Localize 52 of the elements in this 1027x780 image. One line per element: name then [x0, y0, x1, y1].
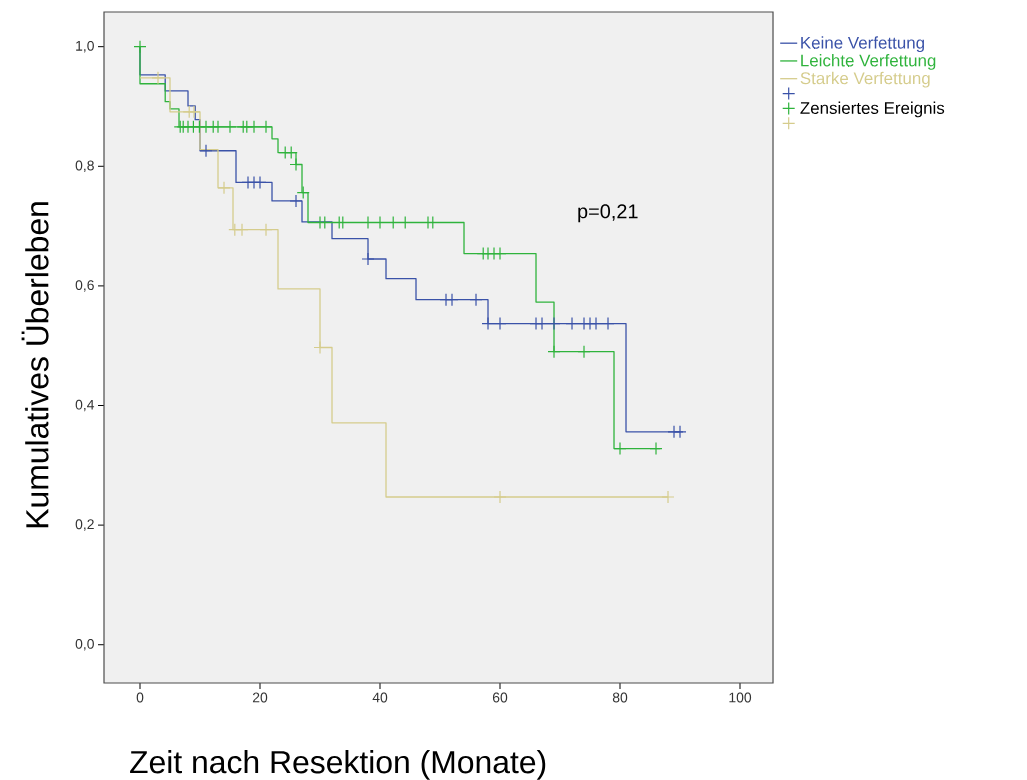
point: [649, 441, 663, 456]
y-tick-label: 0,6: [75, 280, 94, 292]
point: [211, 120, 225, 134]
point: [199, 144, 213, 158]
x-axis-title: Zeit nach Resektion (Monate): [130, 750, 546, 780]
point: [259, 223, 273, 237]
point: [259, 120, 273, 134]
y-axis-title: Kumulatives Überleben: [21, 202, 49, 528]
x-tick-label: 100: [729, 692, 752, 703]
y-tick-label: 0,2: [75, 519, 94, 531]
point: [445, 293, 459, 307]
point: [565, 316, 579, 331]
point: [235, 223, 249, 237]
point: [481, 316, 495, 331]
y-tick-label: 0,8: [75, 160, 94, 173]
point: [284, 145, 298, 160]
y-tick-label: 1,0: [76, 40, 94, 53]
y-tick-label: 0,0: [75, 638, 94, 651]
point: [661, 490, 675, 504]
legend-label: Leichte Verfettung: [801, 54, 936, 70]
x-tick-label: 0: [136, 692, 144, 703]
point: [223, 120, 237, 134]
point: [493, 316, 507, 331]
x-tick-label: 40: [372, 692, 388, 703]
point: [577, 345, 591, 359]
point: [217, 181, 231, 195]
point: [289, 194, 303, 208]
point: [469, 293, 483, 307]
point: [535, 316, 549, 331]
point: [151, 71, 165, 85]
point: [247, 120, 261, 134]
point: [547, 316, 561, 331]
legend-label: Zensiertes Ereignis: [800, 101, 945, 118]
legend-label: Starke Verfettung: [800, 71, 930, 88]
point: [589, 316, 603, 331]
legend-label: Keine Verfettung: [801, 36, 924, 53]
y-tick-label: 0,4: [75, 399, 95, 412]
point: [673, 425, 687, 439]
annotation: p=0,21: [578, 204, 638, 223]
x-tick-label: 20: [252, 692, 268, 703]
point: [547, 345, 561, 359]
point: [493, 247, 507, 261]
point: [361, 252, 375, 266]
x-tick-label: 80: [612, 692, 628, 703]
point: [493, 490, 507, 504]
point: [253, 175, 267, 190]
x-tick-label: 60: [492, 692, 508, 703]
point: [601, 316, 615, 331]
point: [133, 40, 147, 54]
point: [613, 441, 627, 456]
point: [187, 105, 201, 119]
point: [296, 186, 310, 200]
